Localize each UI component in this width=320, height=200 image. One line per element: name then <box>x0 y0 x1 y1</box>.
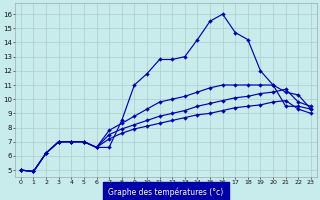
X-axis label: Graphe des températures (°c): Graphe des températures (°c) <box>108 188 223 197</box>
